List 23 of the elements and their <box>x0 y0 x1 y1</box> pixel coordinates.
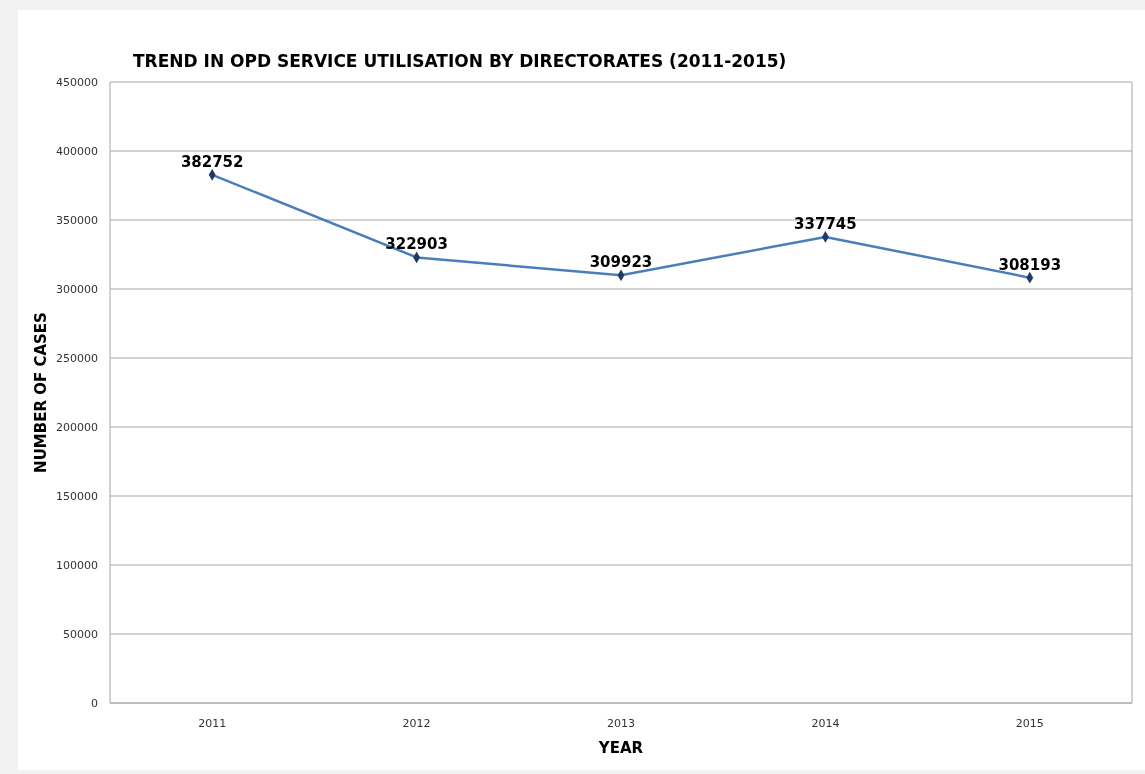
y-tick-label: 100000 <box>56 558 98 572</box>
x-tick-label: 2012 <box>402 717 431 730</box>
data-label: 322903 <box>385 235 448 254</box>
data-label: 309923 <box>589 253 653 272</box>
y-tick-label: 400000 <box>56 144 98 158</box>
x-tick-label: 2015 <box>1015 717 1044 730</box>
y-tick-label: 50000 <box>63 627 98 641</box>
chart-title: TREND IN OPD SERVICE UTILISATION BY DIRECTORATES (2011-2015) <box>133 51 787 71</box>
y-axis-title: NUMBER OF CASES <box>32 312 50 473</box>
data-label: 337745 <box>794 214 857 233</box>
y-tick-label: 300000 <box>56 282 98 296</box>
y-tick-label: 350000 <box>56 213 98 227</box>
y-tick-label: 450000 <box>56 75 98 89</box>
x-tick-label: 2013 <box>607 717 635 730</box>
y-tick-label: 200000 <box>56 420 98 434</box>
x-tick-label: 2014 <box>811 717 840 730</box>
x-axis-title: YEAR <box>597 739 644 757</box>
y-tick-label: 0 <box>91 696 98 710</box>
data-label: 308193 <box>998 255 1062 274</box>
data-label: 382752 <box>180 152 244 171</box>
y-tick-label: 150000 <box>56 489 98 503</box>
x-tick-label: 2011 <box>198 717 227 730</box>
y-tick-label: 250000 <box>56 351 98 365</box>
